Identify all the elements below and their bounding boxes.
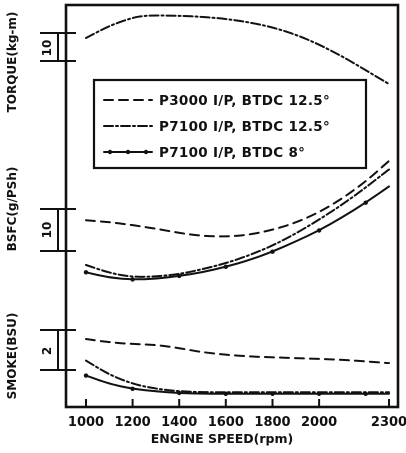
- x-tick-label: 1600: [208, 415, 244, 430]
- legend-swatch-point: [107, 149, 113, 155]
- series-line-smoke-p7100_8: [85, 374, 390, 395]
- series-layer: [83, 14, 390, 396]
- smoke-axis-title: SMOKE(BSU): [5, 313, 19, 400]
- series-point-bsfc-p7100_8: [177, 273, 182, 279]
- smoke-scale-label: 2: [40, 347, 54, 355]
- x-tick-label: 1800: [254, 415, 290, 430]
- legend-label-p7100_8: P7100 I/P, BTDC 8°: [159, 145, 305, 161]
- series-line-bsfc-p3000_125: [85, 160, 390, 238]
- series-point-smoke-p7100_8: [177, 390, 182, 396]
- x-axis-title: ENGINE SPEED(rpm): [151, 431, 293, 446]
- series-line-torque-p7100_125: [85, 14, 390, 85]
- legend-label-p7100_125: P7100 I/P, BTDC 12.5°: [159, 119, 330, 135]
- series-line-bsfc-p7100_8: [85, 185, 390, 281]
- bsfc-axis-title: BSFC(g/PSh): [5, 167, 19, 252]
- x-tick-label: 2000: [301, 415, 337, 430]
- series-point-bsfc-p7100_8: [130, 277, 135, 282]
- series-point-bsfc-p7100_8: [83, 270, 89, 275]
- series-point-bsfc-p7100_8: [316, 228, 322, 233]
- series-line-bsfc-p7100_125: [85, 168, 390, 278]
- bsfc-scale-label: 10: [40, 222, 54, 239]
- x-tick-label: 1200: [115, 415, 151, 430]
- legend-swatch-point: [143, 149, 149, 155]
- x-tick-label: 1000: [68, 415, 104, 430]
- series-point-bsfc-p7100_8: [223, 264, 228, 269]
- y-scale-markers: [40, 32, 76, 371]
- series-line-smoke-p3000_125: [85, 338, 390, 365]
- legend-label-p3000_125: P3000 I/P, BTDC 12.5°: [159, 93, 330, 109]
- torque-scale-label: 10: [40, 40, 54, 57]
- series-point-smoke-p7100_8: [316, 391, 322, 396]
- series-point-smoke-p7100_8: [270, 391, 275, 396]
- series-point-smoke-p7100_8: [223, 391, 228, 396]
- series-point-bsfc-p7100_8: [363, 200, 368, 205]
- plot-frame: [64, 3, 400, 409]
- torque-axis-title: TORQUE(kg-m): [5, 12, 19, 113]
- series-line-smoke-p7100_125: [85, 359, 390, 394]
- series-point-smoke-p7100_8: [363, 391, 368, 396]
- series-point-smoke-p7100_8: [83, 373, 89, 378]
- x-tick-label: 2300: [371, 415, 406, 430]
- legend-swatch-point: [125, 149, 131, 155]
- series-point-bsfc-p7100_8: [270, 249, 275, 254]
- x-axis: 1000 1200 1400 1600 1800 2000 2300: [68, 399, 406, 430]
- x-tick-label: 1400: [161, 415, 197, 430]
- series-point-smoke-p7100_8: [130, 386, 135, 391]
- legend: P3000 I/P, BTDC 12.5° P7100 I/P, BTDC 12.…: [92, 78, 368, 170]
